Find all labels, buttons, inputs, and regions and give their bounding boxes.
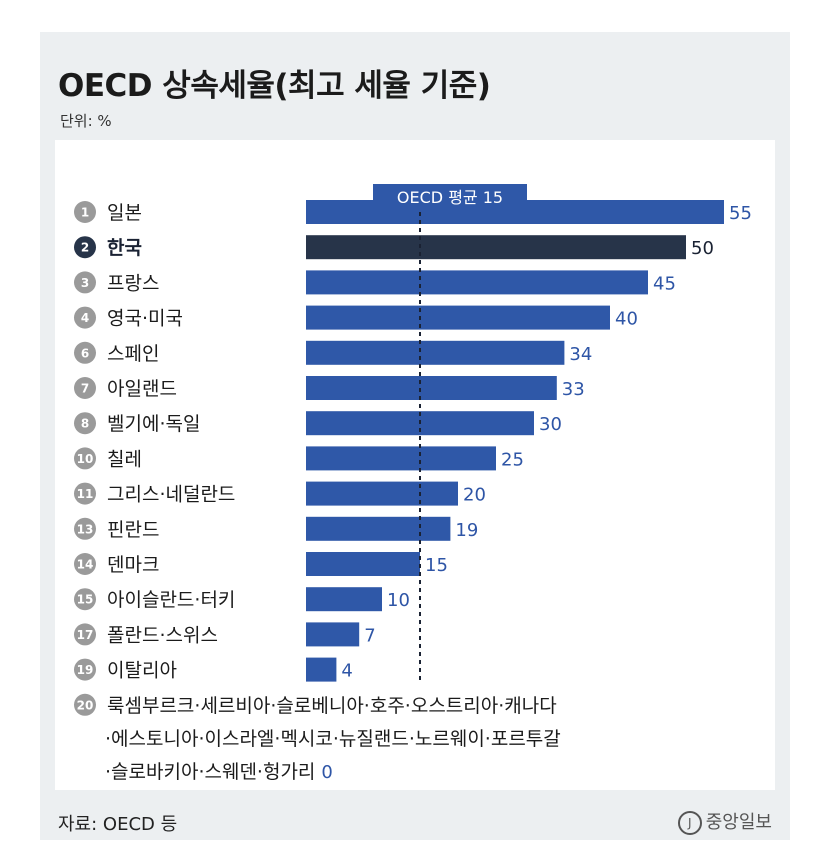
chart-panel: 1 일본 55 2 한국 50 3 프랑스 45 4 영국·미국 40 6 스페인 34 7 아일랜드 33 8 벨기… [55, 140, 775, 790]
rank-badge [74, 517, 96, 540]
average-label-box [373, 184, 527, 210]
rank-number: 3 [81, 276, 89, 290]
category-label: 프랑스 [107, 272, 159, 294]
value-label: 30 [539, 414, 562, 435]
bar [306, 481, 458, 506]
publisher-logo-icon: J [677, 811, 702, 835]
rank-badge [74, 658, 96, 681]
value-label: 50 [691, 238, 714, 259]
value-label: 55 [729, 203, 752, 224]
rank-badge [74, 447, 96, 470]
bar [306, 340, 565, 365]
value-label: 7 [364, 625, 375, 646]
rank-number: 6 [81, 346, 89, 360]
category-label: 폴란드·스위스 [107, 624, 218, 646]
category-label: 스페인 [107, 343, 159, 365]
category-label: 덴마크 [107, 554, 159, 576]
rank-number: 1 [81, 206, 89, 220]
bar [306, 552, 420, 576]
footnote-line: 룩셈부르크·세르비아·슬로베니아·호주·오스트리아·캐나다 [107, 695, 557, 717]
rank-badge [74, 588, 96, 611]
category-label: 일본 [107, 202, 142, 224]
bar [306, 657, 337, 682]
rank-badge [74, 623, 96, 646]
category-label: 이탈리아 [107, 660, 177, 682]
value-label: 19 [455, 520, 478, 541]
bar [306, 305, 610, 330]
bar-chart: 1 일본 552 한국 503 프랑스 454 영국·미국 406 스페인 347 아일랜드 338 벨기… [74, 184, 752, 783]
publisher-name: 중앙일보 [705, 812, 772, 833]
bar [306, 270, 648, 295]
rank-badge [74, 482, 96, 505]
rank-number: 4 [81, 311, 89, 325]
rank-badge [74, 306, 96, 329]
bar [306, 622, 360, 647]
value-label: 20 [463, 485, 486, 506]
bar [306, 235, 686, 260]
bar [306, 376, 557, 400]
rank-number: 10 [77, 452, 94, 466]
rank-number: 13 [77, 522, 94, 536]
value-label: 10 [387, 590, 410, 611]
value-label: 0 [321, 762, 332, 783]
value-label: 34 [569, 344, 592, 365]
rank-badge [74, 553, 96, 575]
rank-number: 7 [81, 382, 89, 396]
rank-badge [74, 412, 96, 435]
chart-title: OECD 상속세율(최고 세율 기준) [58, 68, 491, 104]
category-label: 벨기에·독일 [107, 413, 200, 435]
infographic-card: OECD 상속세율(최고 세율 기준) 단위: % 1 일본 55 2 한국 50 3 프랑스… [40, 32, 790, 840]
source-note: 자료: OECD 등 [58, 814, 178, 835]
rank-number: 15 [77, 593, 94, 607]
category-label: 영국·미국 [107, 308, 183, 330]
value-label: 15 [425, 555, 448, 576]
bar [306, 516, 451, 541]
bar [306, 587, 382, 612]
rank-number: 8 [81, 417, 89, 431]
rank-badge [74, 693, 96, 716]
category-label: 핀란드 [107, 519, 159, 541]
rank-number: 14 [77, 558, 94, 572]
category-label: 한국 [107, 237, 142, 259]
rank-badge [74, 377, 96, 399]
category-label: 아이슬란드·터키 [107, 589, 235, 611]
rank-number: 17 [77, 628, 94, 642]
category-label: 칠레 [107, 448, 142, 470]
category-label: 아일랜드 [107, 378, 177, 400]
rank-badge [74, 236, 96, 259]
rank-number: 2 [81, 241, 89, 255]
bar [306, 446, 496, 471]
rank-number: 11 [77, 487, 94, 501]
rank-number: 20 [77, 698, 94, 712]
unit-label: 단위: % [60, 112, 112, 130]
category-label: 그리스·네덜란드 [107, 484, 235, 506]
rank-badge [74, 341, 96, 364]
publisher-logo: J 중앙일보 [677, 808, 772, 835]
rank-badge [74, 201, 96, 223]
footnote-line: ·에스토니아·이스라엘·멕시코·뉴질랜드·노르웨이·포르투갈 [105, 728, 561, 750]
value-label: 45 [653, 273, 676, 294]
average-label: OECD 평균 15 [397, 188, 503, 207]
value-label: 40 [615, 309, 638, 330]
rank-badge [74, 271, 96, 294]
rank-number: 19 [77, 663, 94, 677]
value-label: 4 [341, 661, 352, 682]
footnote-line: ·슬로바키아·스웨덴·헝가리 [105, 761, 315, 783]
value-label: 33 [562, 379, 585, 400]
value-label: 25 [501, 449, 524, 470]
